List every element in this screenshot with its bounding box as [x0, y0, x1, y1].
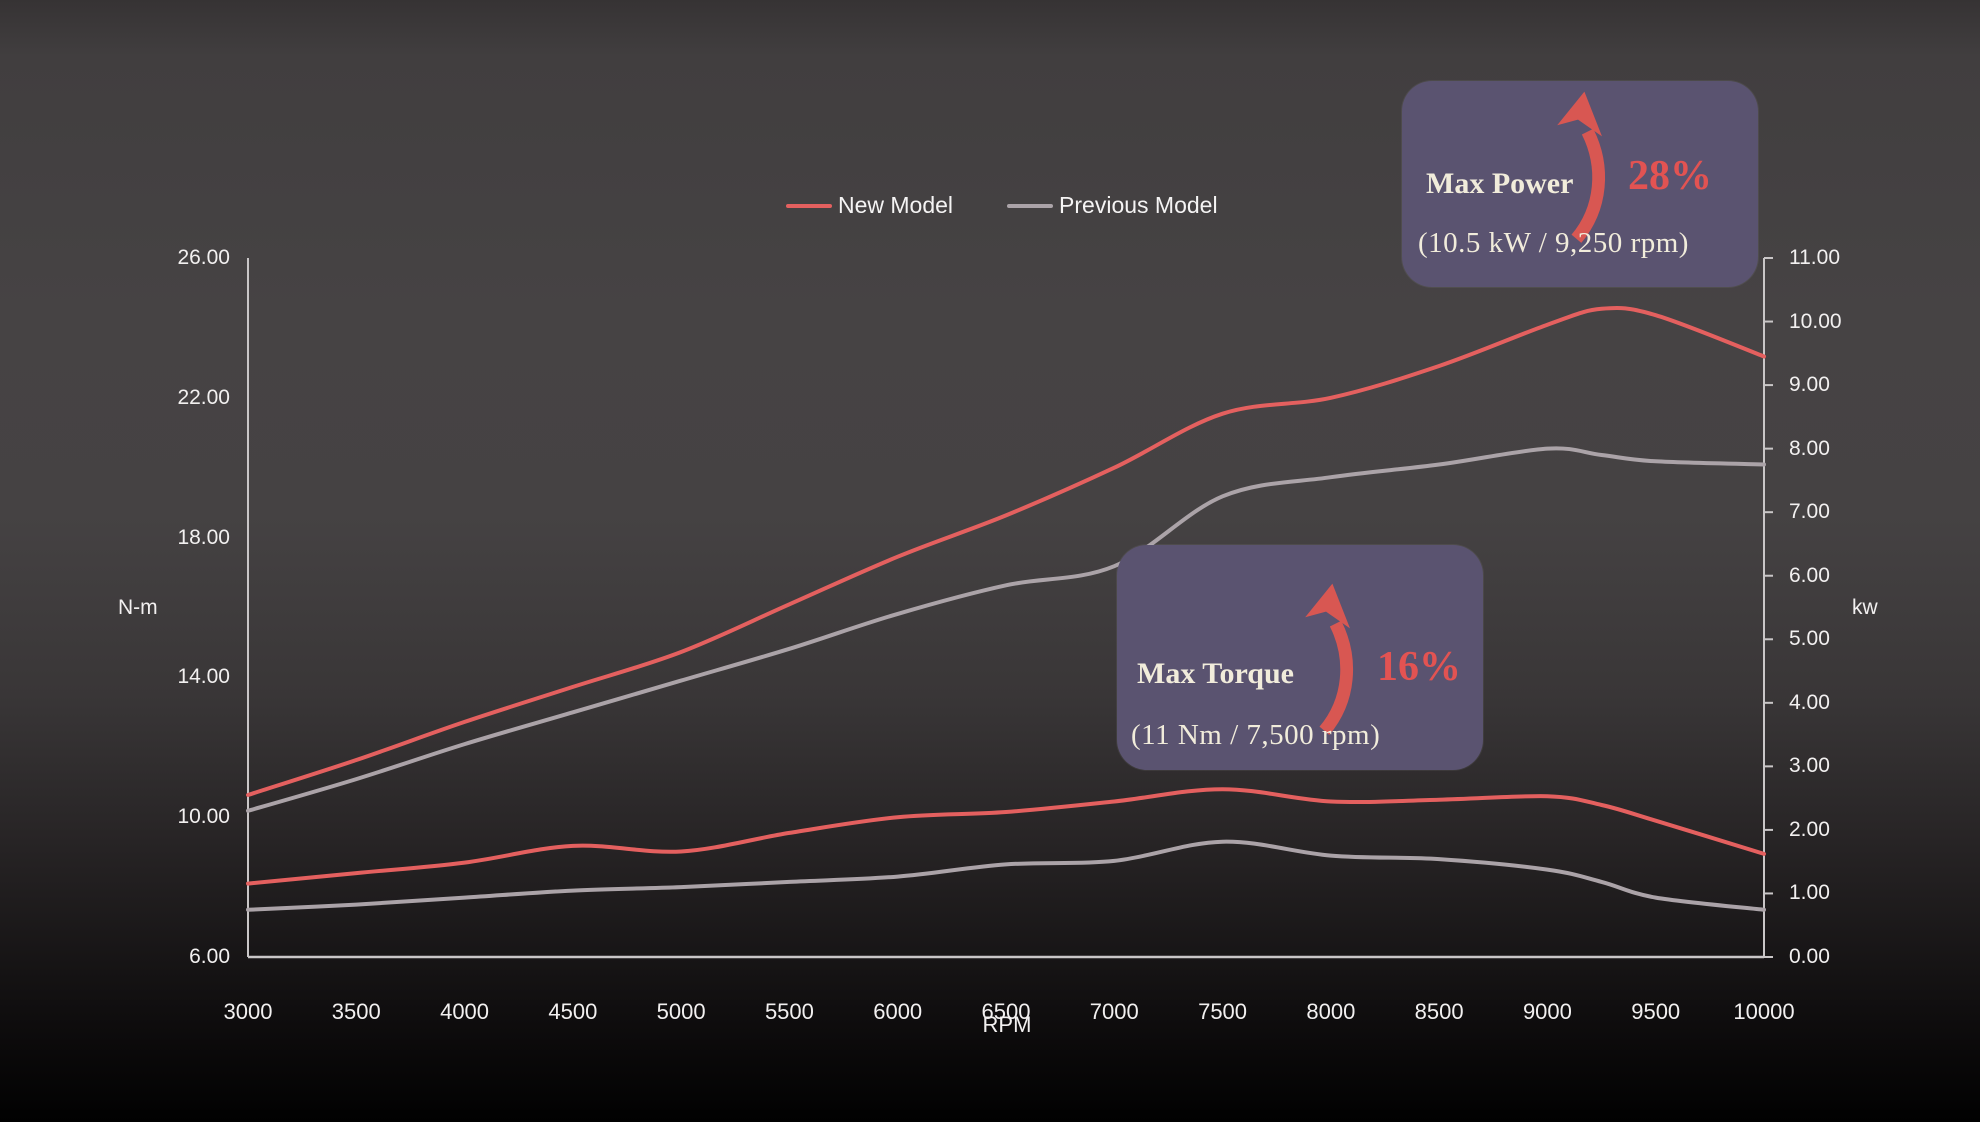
left-axis-tick-label: 14.00 [177, 665, 230, 689]
curve-power-prev [246, 446, 1766, 813]
x-axis-tick-label: 3500 [331, 999, 381, 1024]
x-axis-tick-label: 8500 [1414, 999, 1464, 1024]
legend-line-marker-previous-model [1007, 203, 1054, 208]
x-axis-title: RPM [982, 1012, 1032, 1037]
right-axis-title: kw [1852, 596, 1878, 619]
left-axis-tick-label: 10.00 [177, 805, 230, 829]
right-axis-tick-label: 11.00 [1789, 246, 1840, 269]
callout-max-torque: Max Torque 16% (11 Nm / 7,500 rpm) [1117, 545, 1483, 770]
x-axis-tick-label: 7000 [1089, 999, 1139, 1024]
x-axis-tick-label: 6500 [981, 999, 1031, 1024]
right-axis-tick-label: 7.00 [1789, 500, 1830, 524]
max-torque-detail: (11 Nm / 7,500 rpm) [1131, 719, 1381, 751]
left-axis-tick-label: 6.00 [189, 945, 230, 968]
right-axis-tick-label: 3.00 [1789, 754, 1830, 778]
x-axis-tick-label: 4000 [440, 999, 490, 1024]
right-axis-tick-label: 9.00 [1789, 373, 1830, 397]
left-axis-tick-label: 18.00 [177, 525, 230, 549]
x-axis-tick-label: 6000 [873, 999, 923, 1024]
left-axis-tick-label: 22.00 [177, 385, 230, 409]
right-axis-tick-label: 5.00 [1789, 627, 1830, 651]
curve-torque-prev [246, 839, 1766, 912]
left-axis-tick-label: 26.00 [177, 246, 230, 269]
left-axis-title: N-m [118, 596, 158, 619]
right-axis-tick-label: 0.00 [1789, 945, 1830, 968]
right-axis-tick-label: 8.00 [1789, 436, 1830, 460]
legend: New Model Previous Model [786, 192, 1218, 219]
max-power-detail: (10.5 kW / 9,250 rpm) [1418, 227, 1689, 259]
right-axis-tick-label: 2.00 [1789, 817, 1830, 841]
x-axis-tick-label: 4500 [548, 999, 598, 1024]
max-torque-title: Max Torque [1137, 657, 1294, 690]
x-axis-tick-label: 7500 [1198, 999, 1248, 1024]
x-axis-tick-label: 5000 [656, 999, 706, 1024]
callout-max-power: Max Power 28% (10.5 kW / 9,250 rpm) [1402, 81, 1758, 287]
right-axis-tick-label: 1.00 [1789, 881, 1830, 905]
max-power-title: Max Power [1426, 167, 1574, 200]
legend-item-previous-model: Previous Model [1007, 192, 1218, 219]
curve-power-new [246, 306, 1766, 797]
right-axis-tick-label: 10.00 [1789, 309, 1842, 333]
right-axis-tick-label: 6.00 [1789, 563, 1830, 587]
up-arrow-icon [1305, 583, 1353, 735]
x-axis-tick-label: 8000 [1306, 999, 1356, 1024]
x-axis-tick-label: 9500 [1631, 999, 1681, 1024]
legend-item-new-model: New Model [786, 192, 953, 219]
legend-label-previous-model: Previous Model [1059, 192, 1218, 218]
legend-label-new-model: New Model [838, 192, 954, 218]
right-axis-tick-label: 4.00 [1789, 690, 1830, 714]
x-axis-tick-label: 3000 [223, 999, 273, 1024]
legend-line-marker-new-model [786, 203, 832, 208]
x-axis-tick-label: 5500 [764, 999, 814, 1024]
curve-torque-new [246, 787, 1766, 886]
x-axis-tick-label: 10000 [1733, 999, 1795, 1024]
max-torque-percent: 16% [1377, 644, 1461, 690]
up-arrow-icon [1557, 91, 1605, 243]
max-power-percent: 28% [1628, 153, 1712, 199]
x-axis-tick-label: 9000 [1522, 999, 1572, 1024]
